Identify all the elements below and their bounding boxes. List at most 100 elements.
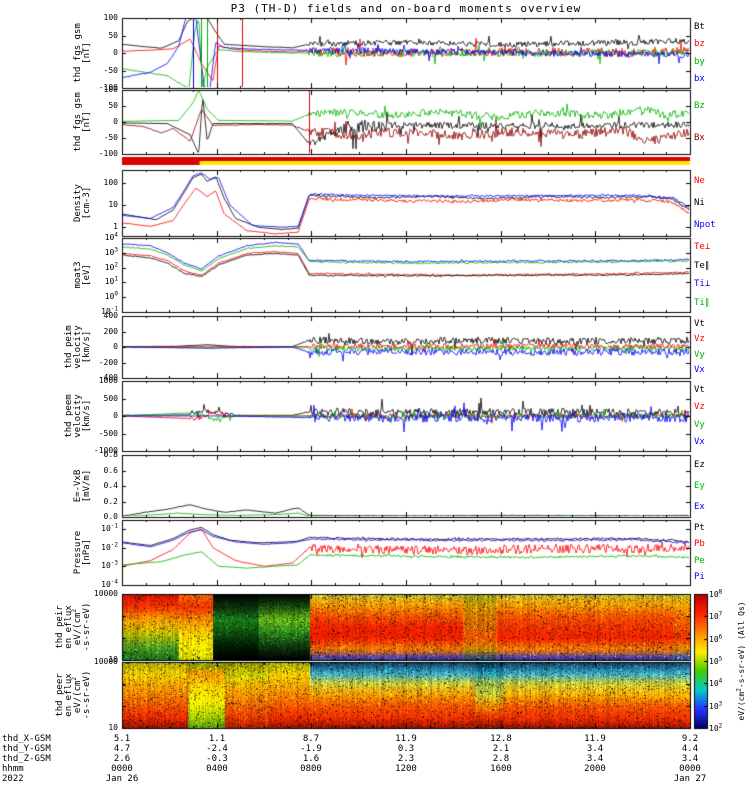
y-tick-label: -50 [103, 133, 118, 142]
y-tick-label: -400 [98, 373, 118, 382]
y-tick-label: 0 [113, 117, 118, 126]
legend-label: Te⊥ [694, 242, 711, 252]
y-tick-label: 50 [108, 31, 118, 40]
y-tick-label: 101 [104, 275, 118, 286]
axis-row-value: 11.9 [395, 734, 417, 744]
axis-row-value: 8.7 [302, 734, 320, 744]
y-tick-label: 1 [113, 222, 118, 231]
axis-row-value: Jan 26 [105, 774, 139, 784]
axis-row-value: 1.1 [208, 734, 226, 744]
legend-label: Bx [694, 133, 705, 143]
axis-row-value: 0800 [300, 764, 322, 774]
y-tick-label: 10-1 [101, 305, 118, 316]
axis-row-value: 3.4 [586, 754, 604, 764]
y-tick-label: -50 [103, 66, 118, 75]
axis-row-label: hhmm [2, 764, 24, 774]
legend-label: Ti⊥ [694, 279, 711, 289]
y-tick-label: 500 [103, 394, 118, 403]
plot-title: P3 (TH-D) fields and on-board moments ov… [230, 2, 582, 15]
axis-row-value: -1.9 [300, 744, 322, 754]
axis-row-label: thd_Y-GSM [2, 744, 51, 754]
legend-label: Ti∥ [694, 298, 710, 308]
legend-label: Vx [694, 437, 705, 447]
legend-label: Te∥ [694, 261, 710, 271]
colorbar-unit-label: eV/(cm2-s-sr-eV) (All Qs) [735, 601, 746, 721]
axis-row-value: 4.4 [681, 744, 699, 754]
legend-label: Vz [694, 402, 705, 412]
axis-row-value: 2.3 [397, 754, 415, 764]
axis-row-value: 0.3 [397, 744, 415, 754]
axis-row-value: -2.4 [206, 744, 228, 754]
y-tick-label: 10-3 [101, 559, 118, 570]
axis-row-value: 9.2 [681, 734, 699, 744]
colorbar-tick-label: 105 [709, 655, 723, 666]
y-tick-label: 50 [108, 101, 118, 110]
legend-label: Ez [694, 460, 705, 470]
y-tick-label: 102 [104, 261, 118, 272]
legend-label: Ni [694, 198, 705, 208]
axis-row-label: 2022 [2, 774, 24, 784]
colorbar-tick-label: 107 [709, 610, 723, 621]
legend-label: by [694, 57, 705, 67]
legend-label: Npot [694, 220, 716, 230]
colorbar-tick-label: 104 [709, 677, 723, 688]
y-tick-label: -1000 [93, 446, 118, 455]
axis-row-value: 1600 [490, 764, 512, 774]
colorbar-tick-label: 106 [709, 633, 723, 644]
y-tick-label: 400 [103, 311, 118, 320]
y-tick-label: 100 [103, 178, 118, 187]
y-tick-label: 103 [104, 246, 118, 257]
legend-label: Pb [694, 539, 705, 549]
axis-row-value: 5.1 [113, 734, 131, 744]
y-tick-label: 0 [113, 48, 118, 57]
y-tick-label: 0.6 [103, 466, 118, 475]
legend-label: Bz [694, 101, 705, 111]
legend-label: bx [694, 74, 705, 84]
y-tick-label: 0 [113, 411, 118, 420]
legend-label: Ne [694, 176, 705, 186]
y-tick-label: 104 [104, 231, 118, 242]
legend-label: Vy [694, 420, 705, 430]
legend-label: Vy [694, 350, 705, 360]
colorbar-tick-label: 108 [709, 588, 723, 599]
legend-label: Vt [694, 385, 705, 395]
axis-row-value: 0000 [111, 764, 133, 774]
axis-row-value: 2000 [584, 764, 606, 774]
y-tick-label: 0.0 [103, 512, 118, 521]
y-tick-label: 10-2 [101, 541, 118, 552]
axis-row-value: -0.3 [206, 754, 228, 764]
colorbar-tick-label: 102 [709, 722, 723, 733]
axis-row-value: 2.8 [492, 754, 510, 764]
y-tick-label: 10 [108, 655, 118, 664]
legend-label: Vz [694, 334, 705, 344]
legend-label: Pt [694, 523, 705, 533]
colorbar-tick-label: 103 [709, 700, 723, 711]
y-tick-label: -100 [98, 149, 118, 158]
y-tick-label: 10 [108, 200, 118, 209]
panel-ylabel: thd peer en eflux eV/(cm2 -s-sr-eV) [55, 670, 92, 720]
axis-row-value: 4.7 [113, 744, 131, 754]
axis-row-value: 3.4 [681, 754, 699, 764]
legend-label: Vx [694, 365, 705, 375]
legend-label: Pe [694, 556, 705, 566]
y-tick-label: 0.8 [103, 450, 118, 459]
axis-row-value: 3.4 [586, 744, 604, 754]
axis-row-value: 0000 [679, 764, 701, 774]
legend-label: Vt [694, 319, 705, 329]
legend-label: Bt [694, 22, 705, 32]
y-tick-label: 10-1 [101, 522, 118, 533]
axis-row-value: 1200 [395, 764, 417, 774]
y-tick-label: 0 [113, 342, 118, 351]
axis-row-value: 12.8 [490, 734, 512, 744]
legend-label: bz [694, 39, 705, 49]
y-tick-label: 10000 [93, 657, 118, 666]
y-tick-label: 10-4 [101, 578, 118, 589]
axis-row-value: 2.1 [492, 744, 510, 754]
axis-row-value: 11.9 [584, 734, 606, 744]
panel-ylabel: thd peir en eflux eV/(cm2 -s-sr-eV) [55, 602, 92, 652]
y-tick-label: -200 [98, 358, 118, 367]
axis-row-value: Jan 27 [673, 774, 707, 784]
axis-row-label: thd_Z-GSM [2, 754, 51, 764]
